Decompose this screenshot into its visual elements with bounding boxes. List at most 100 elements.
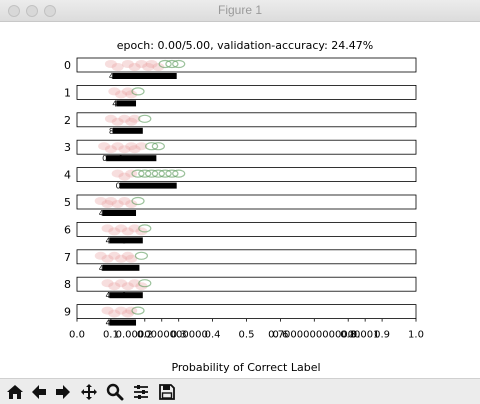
wrong-prob-point — [118, 197, 131, 205]
row-tick-label: 4 — [112, 99, 117, 108]
wrong-prob-point — [135, 60, 148, 68]
window-titlebar: Figure 1 — [0, 0, 480, 22]
correct-prob-point — [138, 224, 152, 233]
overlapping-tick-labels — [109, 319, 137, 326]
x-axis-label: Probability of Correct Label — [171, 361, 320, 374]
row-label: 6 — [64, 223, 71, 236]
wrong-prob-point — [135, 142, 148, 151]
window-title: Figure 1 — [217, 3, 263, 17]
wrong-prob-point — [125, 142, 138, 151]
move-icon — [81, 384, 97, 400]
floppy-icon — [159, 384, 175, 400]
x-tick-label: 0.6 — [272, 330, 288, 341]
x-tick-label: 0.001 — [351, 330, 380, 341]
minimize-window-icon[interactable] — [26, 5, 38, 17]
subplot-row-6: 6 4 8 — [64, 221, 417, 245]
wrong-prob-point — [128, 63, 141, 71]
correct-prob-point — [165, 169, 179, 178]
back-button[interactable] — [28, 381, 50, 403]
correct-prob-point — [172, 59, 186, 69]
row-label: 2 — [64, 114, 71, 127]
correct-prob-point — [131, 196, 145, 206]
row-tick-label: 0 — [122, 291, 127, 300]
subplot-row-7: 74 — [64, 249, 417, 273]
x-tick-label: 0.0000000000000 — [116, 330, 208, 341]
correct-prob-point — [138, 114, 152, 123]
row-tick-label: 4 — [106, 319, 111, 328]
row-tick-label: 0 — [118, 154, 123, 163]
correct-prob-point — [151, 169, 165, 178]
subplot-frame — [76, 221, 417, 237]
wrong-prob-point — [101, 279, 114, 288]
wrong-prob-point — [118, 172, 131, 181]
wrong-prob-point — [108, 309, 121, 318]
overlapping-tick-labels — [119, 182, 177, 189]
save-button[interactable] — [156, 381, 178, 403]
wrong-prob-point — [121, 60, 134, 68]
wrong-prob-point — [125, 90, 138, 99]
correct-prob-point — [138, 169, 152, 178]
wrong-prob-point — [121, 309, 134, 318]
wrong-prob-point — [108, 251, 121, 260]
home-icon — [7, 385, 23, 399]
subplot-row-9: 94 — [64, 304, 417, 328]
wrong-prob-point — [115, 279, 128, 288]
correct-prob-point — [151, 142, 165, 151]
overlapping-tick-labels — [112, 127, 143, 134]
figure-canvas[interactable]: epoch: 0.00/5.00, validation-accuracy: 2… — [0, 22, 480, 378]
correct-prob-point — [131, 306, 145, 315]
wrong-prob-point — [125, 117, 138, 126]
x-tick-label: 0.8 — [340, 330, 356, 341]
row-tick-label: 4 — [99, 264, 104, 273]
zoom-window-icon[interactable] — [44, 5, 56, 17]
wrong-prob-point — [111, 63, 124, 71]
x-tick-label: 0.9 — [374, 330, 390, 341]
overlapping-tick-labels — [109, 237, 143, 244]
wrong-prob-point — [115, 306, 128, 315]
wrong-prob-point — [128, 114, 141, 123]
wrong-prob-point — [118, 145, 131, 154]
wrong-prob-point — [111, 200, 124, 208]
wrong-prob-point — [121, 251, 134, 260]
wrong-prob-point — [101, 254, 114, 263]
x-tick-label: 1.0 — [408, 330, 424, 341]
home-button[interactable] — [4, 381, 26, 403]
row-tick-label: 4 — [106, 291, 111, 300]
overlapping-tick-labels — [109, 292, 143, 299]
pan-button[interactable] — [78, 381, 100, 403]
x-tick-label: 0.2 — [137, 330, 153, 341]
row-tick-label: 4 — [106, 236, 111, 245]
correct-prob-point — [158, 59, 172, 69]
row-label: 3 — [64, 141, 71, 154]
wrong-prob-point — [111, 117, 124, 126]
subplot-frame — [76, 276, 417, 292]
overlapping-tick-labels — [102, 264, 140, 271]
zoom-button[interactable] — [104, 381, 126, 403]
wrong-prob-point — [121, 227, 134, 236]
wrong-prob-point — [104, 114, 117, 123]
configure-subplots-button[interactable] — [130, 381, 152, 403]
forward-button[interactable] — [52, 381, 74, 403]
wrong-prob-point — [108, 282, 121, 291]
correct-prob-point — [131, 169, 145, 178]
row-label: 8 — [64, 278, 71, 291]
wrong-prob-point — [101, 306, 114, 315]
row-tick-label: 0 — [116, 182, 121, 191]
subplot-row-2: 28 — [64, 112, 417, 136]
row-tick-label: 4 — [125, 72, 130, 81]
wrong-prob-point — [108, 87, 121, 96]
wrong-prob-point — [98, 142, 111, 151]
wrong-prob-point — [142, 63, 155, 71]
row-label: 1 — [64, 86, 71, 99]
wrong-prob-point — [111, 169, 124, 178]
x-tick-label: 0.3 — [171, 330, 187, 341]
wrong-prob-point — [125, 254, 138, 263]
close-window-icon[interactable] — [8, 5, 20, 17]
wrong-prob-point — [104, 145, 117, 154]
wrong-prob-point — [108, 227, 121, 236]
x-tick-label: 0.1 — [103, 330, 119, 341]
row-label: 7 — [64, 251, 71, 264]
overlapping-tick-labels — [102, 210, 137, 216]
correct-prob-point — [158, 169, 172, 178]
